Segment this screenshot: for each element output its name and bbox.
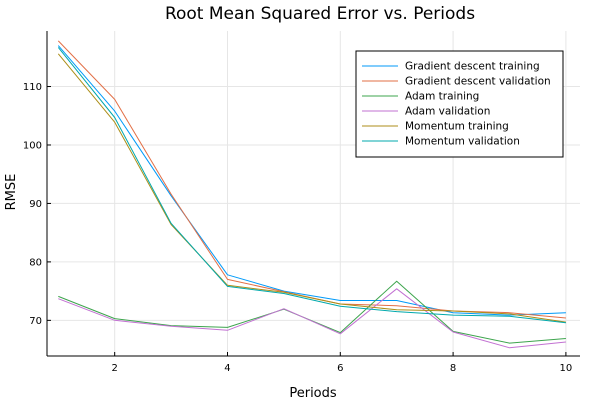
x-tick-label: 4 bbox=[224, 363, 230, 374]
series-line-5 bbox=[57, 53, 566, 323]
tick-labels: 2 4 6 8 10 70 80 90 100 110 bbox=[23, 82, 572, 374]
series-line-1 bbox=[57, 45, 566, 316]
y-axis-label: RMSE bbox=[4, 174, 19, 211]
legend-box bbox=[355, 50, 564, 158]
legend-label: Momentum validation bbox=[405, 136, 520, 148]
y-tick-label: 70 bbox=[29, 316, 42, 327]
legend-label: Adam training bbox=[405, 91, 479, 103]
x-tick-label: 6 bbox=[337, 363, 343, 374]
x-tick-label: 10 bbox=[560, 363, 573, 374]
series-line-6 bbox=[57, 47, 566, 324]
x-axis-label: Periods bbox=[289, 386, 337, 400]
legend-label: Gradient descent validation bbox=[405, 76, 551, 88]
y-tick-label: 90 bbox=[29, 199, 42, 210]
y-tick-label: 100 bbox=[23, 140, 42, 151]
series-lines bbox=[57, 40, 566, 349]
chart-title: Root Mean Squared Error vs. Periods bbox=[165, 4, 475, 24]
series-line-4 bbox=[58, 288, 566, 349]
y-tick-label: 80 bbox=[29, 257, 42, 268]
legend-label: Momentum training bbox=[405, 121, 509, 133]
axes bbox=[46, 31, 580, 357]
x-tick-label: 2 bbox=[111, 363, 117, 374]
legend-items: Gradient descent training Gradient descen… bbox=[362, 61, 551, 148]
legend: Gradient descent training Gradient descen… bbox=[355, 50, 564, 158]
legend-label: Gradient descent training bbox=[405, 61, 540, 73]
x-tick-label: 8 bbox=[450, 363, 456, 374]
y-tick-label: 110 bbox=[23, 82, 42, 93]
legend-label: Adam validation bbox=[405, 106, 490, 118]
